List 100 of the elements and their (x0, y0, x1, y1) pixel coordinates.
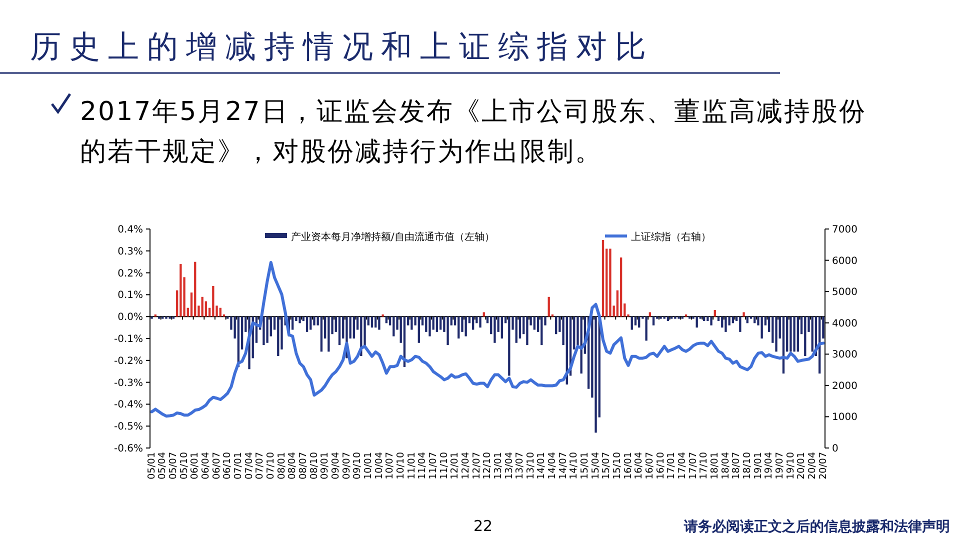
x-tick-label: 19/01 (752, 452, 764, 480)
bar (212, 286, 214, 317)
legend-label: 上证综指（右轴） (631, 231, 711, 243)
x-tick-label: 06/07 (211, 452, 222, 480)
x-tick-label: 16/07 (644, 452, 656, 480)
bar (790, 316, 792, 352)
bar (385, 316, 388, 324)
bar (609, 248, 612, 317)
bar (180, 264, 182, 317)
x-tick-label: 13/10 (525, 452, 536, 480)
x-tick-label: 13/04 (504, 452, 515, 480)
bar (724, 316, 727, 332)
x-tick-label: 14/10 (568, 452, 580, 480)
bar (277, 316, 280, 356)
x-tick-label: 11/10 (438, 452, 450, 480)
bar (739, 316, 742, 332)
y2-tick-label: 0 (832, 444, 838, 454)
bar (533, 316, 536, 330)
x-tick-label: 18/01 (710, 452, 721, 480)
x-tick-label: 08/01 (276, 452, 288, 480)
x-tick-label: 15/04 (590, 452, 602, 480)
y2-tick-label: 2000 (832, 380, 858, 392)
bar (500, 316, 504, 338)
x-tick-label: 15/07 (601, 452, 612, 480)
x-tick-label: 17/10 (698, 452, 710, 480)
bar (472, 316, 474, 330)
bar (526, 316, 528, 346)
x-tick-label: 10/07 (384, 452, 396, 480)
bar (754, 316, 756, 324)
x-tick-label: 06/01 (190, 452, 201, 480)
x-tick-label: 07/07 (254, 452, 266, 480)
bar (352, 316, 356, 338)
bar (298, 316, 301, 324)
bar (555, 316, 558, 334)
bar (370, 316, 374, 328)
x-tick-label: 12/10 (482, 452, 494, 480)
x-tick-label: 06/04 (200, 452, 212, 480)
text: 请务必阅读正文之后的信息披露和法律声明 (683, 518, 950, 535)
bar (439, 316, 442, 330)
bar (634, 316, 637, 326)
x-tick-label: 11/04 (417, 452, 428, 480)
y2-tick-label: 3000 (832, 350, 858, 361)
x-tick-label: 09/07 (341, 452, 352, 480)
bar (602, 240, 604, 317)
bar (811, 316, 814, 352)
x-tick-label: 11/01 (406, 452, 418, 480)
bar (320, 316, 323, 352)
bar (648, 312, 652, 317)
x-tick-label: 09/10 (352, 452, 364, 480)
x-tick-label: 17/07 (688, 452, 699, 480)
x-tick-label: 05/10 (178, 452, 190, 480)
x-tick-label: 12/01 (450, 452, 461, 480)
x-tick-label: 05/04 (157, 452, 168, 480)
bar (436, 316, 438, 332)
bar (645, 316, 648, 341)
bar (201, 296, 204, 317)
bar (594, 316, 597, 433)
chart-subtitle: 2017年5月27日，证监会发布《上市公司股东、董监高减持股份的若干规定》，对股份减持行为作出限制。 (80, 96, 868, 169)
x-tick-label: 14/04 (547, 452, 558, 480)
bar (746, 316, 748, 324)
x-tick-label: 10/10 (395, 452, 406, 480)
bar (446, 316, 449, 346)
x-tick-label: 07/10 (266, 452, 277, 480)
y-tick-label: -0.6% (114, 444, 143, 454)
bar (652, 316, 655, 326)
bar (796, 316, 800, 352)
x-tick-label: 18/07 (731, 452, 742, 480)
y-tick-label: -0.1% (114, 334, 143, 345)
x-tick-label: 20/04 (806, 452, 818, 480)
x-tick-label: 15/01 (580, 452, 591, 480)
y-tick-label: 0.2% (118, 268, 143, 280)
y2-tick-label: 6000 (832, 256, 858, 267)
bar (458, 316, 460, 338)
x-tick-label: 12/07 (471, 452, 482, 480)
x-tick-label: 20/07 (818, 452, 829, 480)
bar (392, 316, 395, 336)
bar (378, 316, 380, 330)
bar (620, 257, 622, 317)
x-tick-label: 09/01 (320, 452, 331, 480)
x-tick-label: 19/04 (764, 452, 775, 480)
x-tick-label: 17/04 (677, 452, 688, 480)
axis-right: 0 1000 2000 3000 4000 5000 6000 7000 (824, 224, 858, 454)
x-tick-label: 16/10 (655, 452, 666, 480)
bar (515, 316, 518, 343)
bar (760, 316, 763, 338)
bar (702, 316, 706, 321)
bar (382, 314, 384, 317)
x-tick-label: 20/01 (796, 452, 808, 480)
bar (793, 316, 796, 352)
bar (714, 310, 716, 317)
bar (630, 316, 633, 330)
bar (306, 316, 308, 332)
bar (374, 316, 377, 328)
text: 22 (473, 517, 493, 535)
y-tick-label: 0.3% (118, 246, 143, 258)
y-tick-label: -0.5% (114, 422, 143, 433)
bar (418, 316, 420, 343)
y2-tick-label: 7000 (832, 224, 858, 236)
bar (804, 316, 806, 356)
x-tick-label: 05/07 (168, 452, 180, 480)
